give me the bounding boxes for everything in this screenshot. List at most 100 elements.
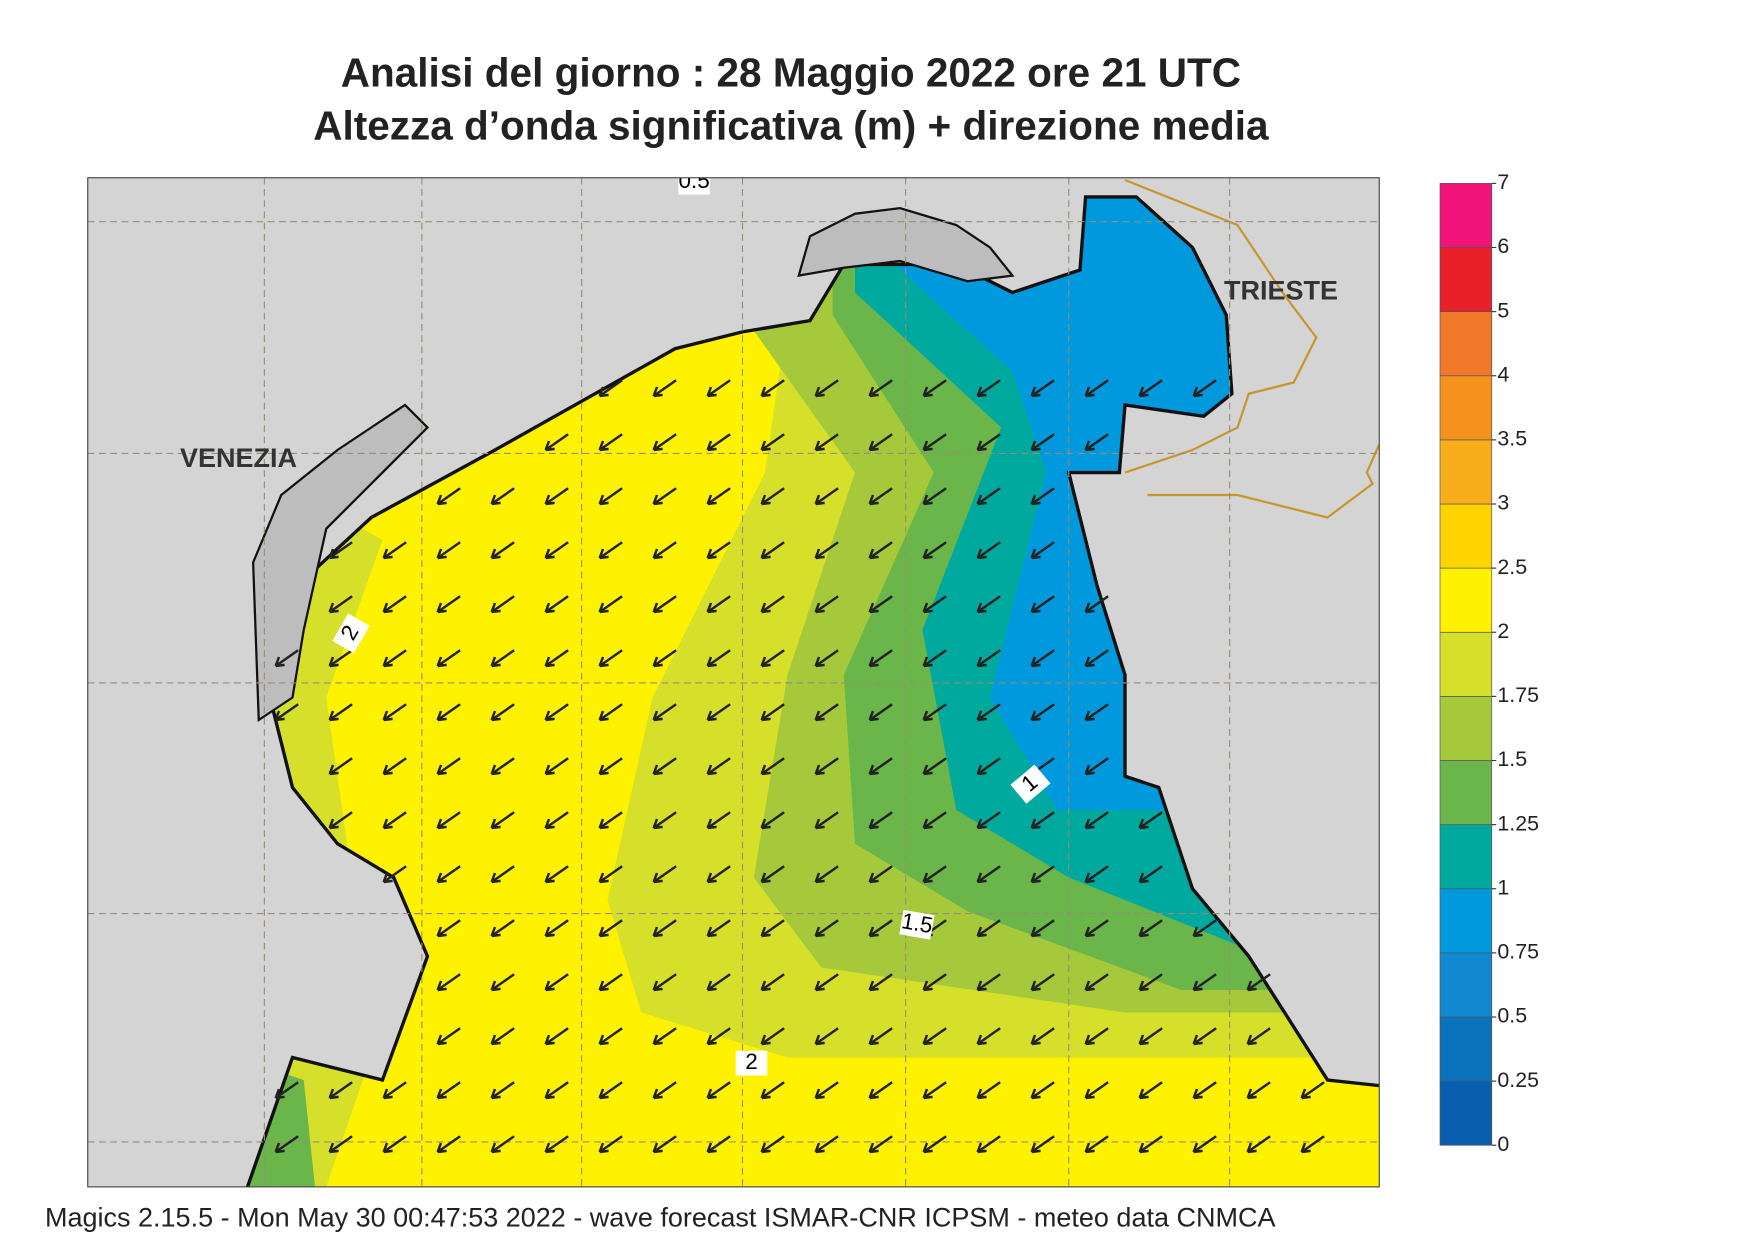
arrow [760,1027,785,1046]
contour-value: 2 [745,1049,758,1074]
arrow [436,595,461,614]
arrow [814,433,839,452]
arrow [1300,1135,1325,1154]
arrow [598,1081,623,1100]
arrow [1084,1081,1109,1100]
arrow [814,973,839,992]
arrow [1138,379,1163,398]
arrow [490,1081,515,1100]
arrow [706,1135,731,1154]
label-box [735,1050,768,1076]
arrow [706,757,731,776]
arrow [436,649,461,668]
arrow [382,541,407,560]
arrow [1030,865,1055,884]
arrow [1138,973,1163,992]
arrow [1030,1027,1055,1046]
arrow [382,1135,407,1154]
lagoon [797,206,1015,283]
arrow [1138,1081,1163,1100]
arrow [814,703,839,722]
arrow [706,487,731,506]
colorbar-label: 6 [1497,234,1509,258]
arrow [544,1135,569,1154]
graticule [87,177,1380,1187]
arrow [922,703,947,722]
arrow [652,649,677,668]
arrow [814,811,839,830]
arrow [976,811,1001,830]
title: Analisi del giorno : 28 Maggio 2022 ore … [341,50,1241,96]
arrow [1192,1135,1217,1154]
colorbar-box [1439,1080,1493,1146]
arrow [382,757,407,776]
colorbar-box [1439,952,1493,1018]
arrow [544,487,569,506]
arrow [1138,811,1163,830]
colorbar-label: 2.5 [1497,555,1527,579]
arrow [328,703,353,722]
arrow [814,1081,839,1100]
arrow [706,595,731,614]
arrow [1084,433,1109,452]
arrow [1030,1135,1055,1154]
arrow [1030,433,1055,452]
arrow [706,1081,731,1100]
arrow [1192,1081,1217,1100]
arrow [922,811,947,830]
arrow [598,1135,623,1154]
arrow [814,649,839,668]
arrow [814,1027,839,1046]
place-label: TRIESTE [1224,275,1338,305]
arrow [760,379,785,398]
arrow [1030,595,1055,614]
arrow [652,487,677,506]
arrow [706,703,731,722]
arrow [652,433,677,452]
arrow [706,865,731,884]
arrow [976,703,1001,722]
colorbar-label: 1.5 [1497,747,1527,771]
map-frame [87,177,1380,1188]
arrow [544,1081,569,1100]
arrow [1300,1081,1325,1100]
arrow [760,973,785,992]
arrow [544,541,569,560]
arrow [1138,1135,1163,1154]
arrow [1084,757,1109,776]
contour-label: 2 [332,613,370,654]
arrow [760,757,785,776]
arrow [436,1027,461,1046]
colorbar-label: 3.5 [1497,427,1527,451]
arrow [1084,379,1109,398]
arrow [976,1027,1001,1046]
arrow [652,973,677,992]
arrow [1030,649,1055,668]
arrow [922,541,947,560]
arrow [544,811,569,830]
colorbar-label: 1.75 [1497,683,1539,707]
arrow [922,595,947,614]
colorbar-label: 5 [1497,298,1509,322]
arrow [868,1027,893,1046]
arrow [976,649,1001,668]
arrow [868,541,893,560]
arrow [922,433,947,452]
colorbar-box [1439,183,1493,248]
arrow [976,487,1001,506]
arrow [598,919,623,938]
arrow [490,595,515,614]
arrow [868,811,893,830]
arrow [1084,703,1109,722]
arrow [922,1135,947,1154]
label-box [1010,764,1051,804]
arrow [544,1027,569,1046]
arrow [490,1027,515,1046]
arrow [1138,1027,1163,1046]
arrow [814,595,839,614]
contour-labels: 0.5 2 1 1.5 2 [332,177,1051,1076]
arrow [598,379,623,398]
arrow [868,649,893,668]
arrow [868,973,893,992]
arrow [814,865,839,884]
